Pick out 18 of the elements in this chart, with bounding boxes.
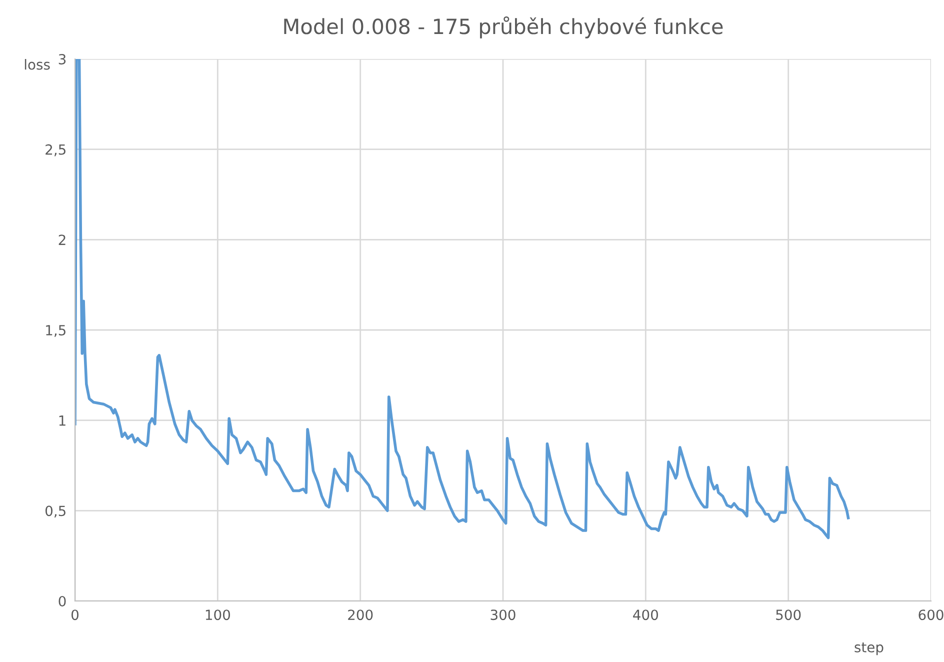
x-tick-label: 100 xyxy=(206,610,230,620)
y-tick-label: 3 xyxy=(58,54,66,64)
y-tick-label: 0 xyxy=(58,596,66,606)
chart-title: Model 0.008 - 175 průběh chybové funkce xyxy=(284,16,723,38)
y-tick-label: 2,5 xyxy=(46,144,66,156)
x-tick-label: 200 xyxy=(348,610,373,620)
y-tick-label: 2 xyxy=(58,234,66,245)
y-tick-label: 1,5 xyxy=(46,325,66,337)
x-tick-label: 500 xyxy=(776,610,801,620)
x-tick-label: 0 xyxy=(71,610,78,620)
line-series xyxy=(75,59,850,540)
y-tick-label: 1 xyxy=(59,415,66,426)
x-tick-label: 300 xyxy=(490,610,516,620)
y-axis-title: loss xyxy=(24,59,50,70)
y-tick-label: 0,5 xyxy=(45,506,66,518)
x-tick-label: 400 xyxy=(633,610,658,620)
x-axis-title: step xyxy=(854,642,884,656)
x-tick-label: 600 xyxy=(918,610,944,620)
